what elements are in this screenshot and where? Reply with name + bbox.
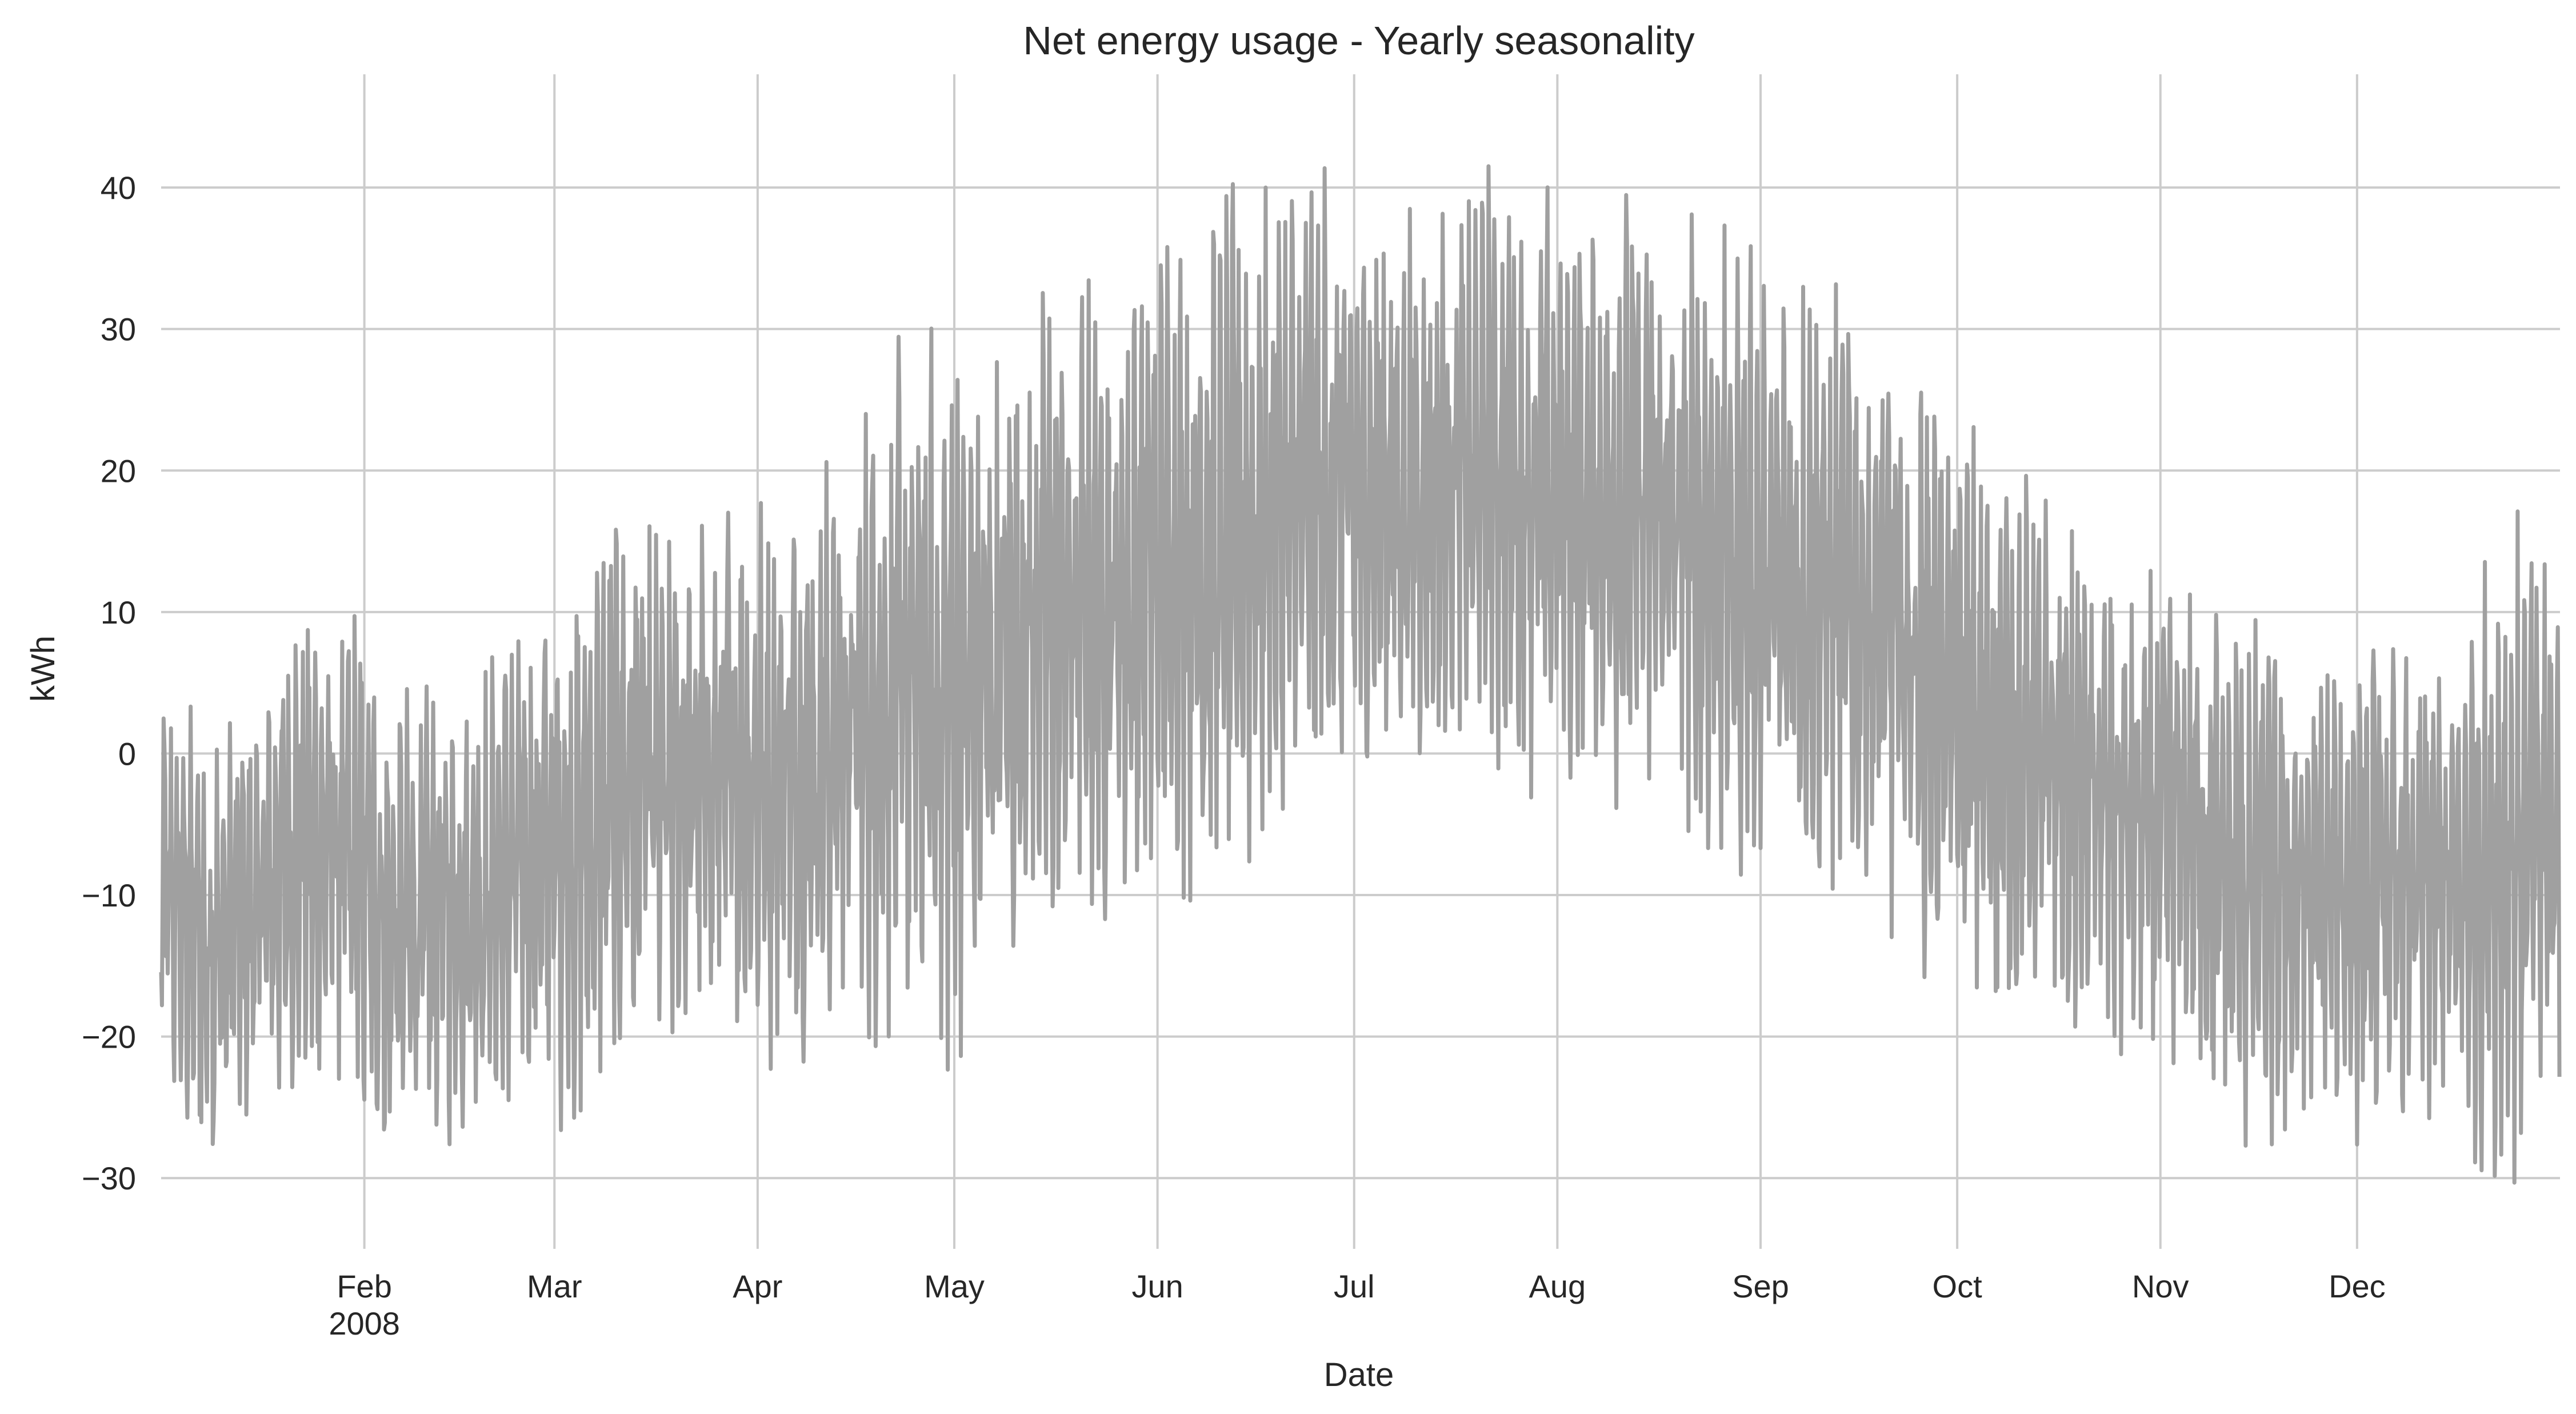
x-tick-label: Apr [733,1268,782,1304]
y-axis-ticks: 40 30 20 10 0 −10 −20 −30 [82,170,136,1196]
series-line [159,164,2562,1185]
x-tick-sublabel: 2008 [329,1305,400,1341]
x-tick-label: May [924,1268,985,1304]
x-tick-label: Feb [337,1268,392,1304]
y-tick-label: −10 [82,877,136,913]
x-tick-label: Jun [1131,1268,1183,1304]
series-energy-usage [159,164,2562,1185]
x-tick-label: Dec [2329,1268,2386,1304]
y-tick-label: 10 [101,594,136,630]
chart-title: Net energy usage - Yearly seasonality [1023,18,1694,63]
y-tick-label: 0 [118,736,136,772]
x-tick-label: Mar [527,1268,582,1304]
y-tick-label: −20 [82,1019,136,1055]
y-tick-label: 20 [101,453,136,489]
y-axis-label: kWh [25,636,62,702]
y-tick-label: −30 [82,1160,136,1196]
x-axis-label: Date [1324,1356,1394,1393]
x-tick-label: Jul [1334,1268,1375,1304]
x-tick-label: Sep [1732,1268,1789,1304]
y-tick-label: 40 [101,170,136,206]
x-tick-label: Aug [1529,1268,1586,1304]
x-tick-label: Nov [2132,1268,2189,1304]
y-tick-label: 30 [101,311,136,347]
x-tick-label: Oct [1933,1268,1983,1304]
